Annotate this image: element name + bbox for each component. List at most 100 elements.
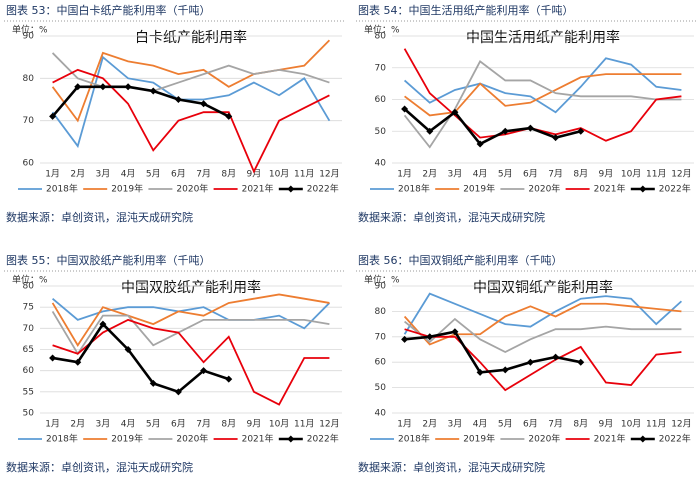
series-line	[52, 322, 230, 394]
legend-label: 2022年	[659, 183, 691, 195]
x-tick-label: 5月	[146, 169, 161, 180]
data-point	[225, 112, 233, 120]
y-tick-label: 40	[375, 409, 387, 419]
x-tick-label: 9月	[247, 169, 262, 180]
x-tick-label: 9月	[599, 169, 614, 180]
legend-marker	[639, 185, 647, 193]
data-point	[99, 320, 107, 328]
y-tick-label: 40	[375, 159, 387, 169]
data-point	[426, 127, 434, 135]
data-point	[149, 87, 157, 95]
source: 数据来源：卓创资讯，混沌天成研究院	[358, 460, 545, 474]
series-line	[51, 293, 330, 347]
x-tick-label: 8月	[221, 419, 236, 430]
series-line	[404, 317, 682, 354]
series-line	[51, 52, 330, 92]
data-point	[200, 100, 208, 108]
data-point	[476, 140, 484, 148]
y-tick-label: 50	[375, 127, 387, 137]
series-line	[403, 292, 683, 335]
x-tick-label: 1月	[397, 419, 412, 430]
legend-label: 2022年	[307, 433, 339, 445]
y-tick-label: 70	[375, 63, 387, 73]
y-tick-label: 90	[23, 32, 35, 42]
data-point	[501, 127, 509, 135]
x-tick-label: 3月	[448, 419, 463, 430]
y-tick-label: 60	[23, 366, 35, 376]
x-tick-label: 7月	[548, 169, 563, 180]
legend-label: 2020年	[528, 183, 560, 195]
series-line	[403, 302, 682, 346]
data-point	[174, 388, 182, 396]
unit-label: 单位：%	[12, 24, 48, 36]
source: 数据来源：卓创资讯，混沌天成研究院	[6, 210, 193, 224]
x-tick-label: 5月	[498, 419, 513, 430]
data-point	[74, 83, 82, 91]
y-tick-label: 70	[23, 116, 35, 126]
data-point	[49, 112, 57, 120]
legend-label: 2019年	[111, 183, 143, 195]
unit-label: 单位：%	[364, 274, 400, 286]
x-tick-label: 11月	[294, 419, 314, 430]
data-point	[501, 366, 509, 374]
legend-label: 2020年	[528, 433, 560, 445]
data-point	[74, 358, 82, 366]
legend-label: 2021年	[242, 433, 274, 445]
series-line	[52, 318, 330, 406]
y-tick-label: 70	[23, 324, 35, 334]
x-tick-label: 2月	[70, 419, 85, 430]
y-tick-label: 60	[23, 159, 35, 169]
series-line	[51, 310, 330, 356]
legend-label: 2022年	[307, 183, 339, 195]
x-tick-label: 3月	[96, 169, 111, 180]
x-tick-label: 7月	[196, 169, 211, 180]
legend-label: 2020年	[176, 183, 208, 195]
y-tick-label: 65	[23, 345, 34, 355]
x-tick-label: 10月	[621, 169, 641, 180]
data-point	[526, 124, 534, 132]
x-tick-label: 5月	[146, 419, 161, 430]
source: 数据来源：卓创资讯，混沌天成研究院	[358, 210, 545, 224]
data-point	[451, 108, 459, 116]
data-point	[401, 335, 409, 343]
x-tick-label: 1月	[45, 169, 60, 180]
x-tick-label: 7月	[196, 419, 211, 430]
series-line	[404, 328, 682, 392]
data-point	[526, 358, 534, 366]
data-point	[174, 96, 182, 103]
data-point	[426, 333, 434, 341]
x-tick-label: 4月	[121, 419, 136, 430]
y-tick-label: 80	[375, 307, 387, 317]
legend-label: 2021年	[594, 433, 626, 445]
x-tick-label: 4月	[121, 169, 136, 180]
x-tick-label: 4月	[473, 169, 488, 180]
legend-marker	[639, 435, 647, 443]
x-tick-label: 7月	[548, 419, 563, 430]
data-point	[149, 379, 157, 387]
chart-title: 中国双胶纸产能利用率	[121, 279, 261, 296]
x-tick-label: 12月	[671, 419, 691, 430]
x-tick-label: 2月	[422, 169, 437, 180]
legend-label: 2018年	[46, 183, 78, 195]
x-tick-label: 12月	[319, 419, 339, 430]
data-point	[552, 353, 560, 361]
x-tick-label: 11月	[294, 169, 314, 180]
x-tick-label: 12月	[319, 169, 339, 180]
x-tick-label: 1月	[45, 419, 60, 430]
x-tick-label: 6月	[523, 169, 538, 180]
source: 数据来源：卓创资讯，混沌天成研究院	[6, 460, 193, 474]
chart-title: 中国双铜纸产能利用率	[473, 279, 613, 296]
legend-label: 2018年	[398, 183, 430, 195]
x-tick-label: 3月	[448, 169, 463, 180]
data-point	[577, 127, 585, 135]
legend-label: 2019年	[463, 183, 495, 195]
unit-label: 单位：%	[12, 274, 48, 286]
series-line	[403, 57, 682, 114]
x-tick-label: 6月	[171, 169, 186, 180]
legend-label: 2020年	[176, 433, 208, 445]
legend-marker	[287, 185, 295, 193]
data-point	[451, 328, 459, 336]
data-point	[49, 354, 57, 362]
